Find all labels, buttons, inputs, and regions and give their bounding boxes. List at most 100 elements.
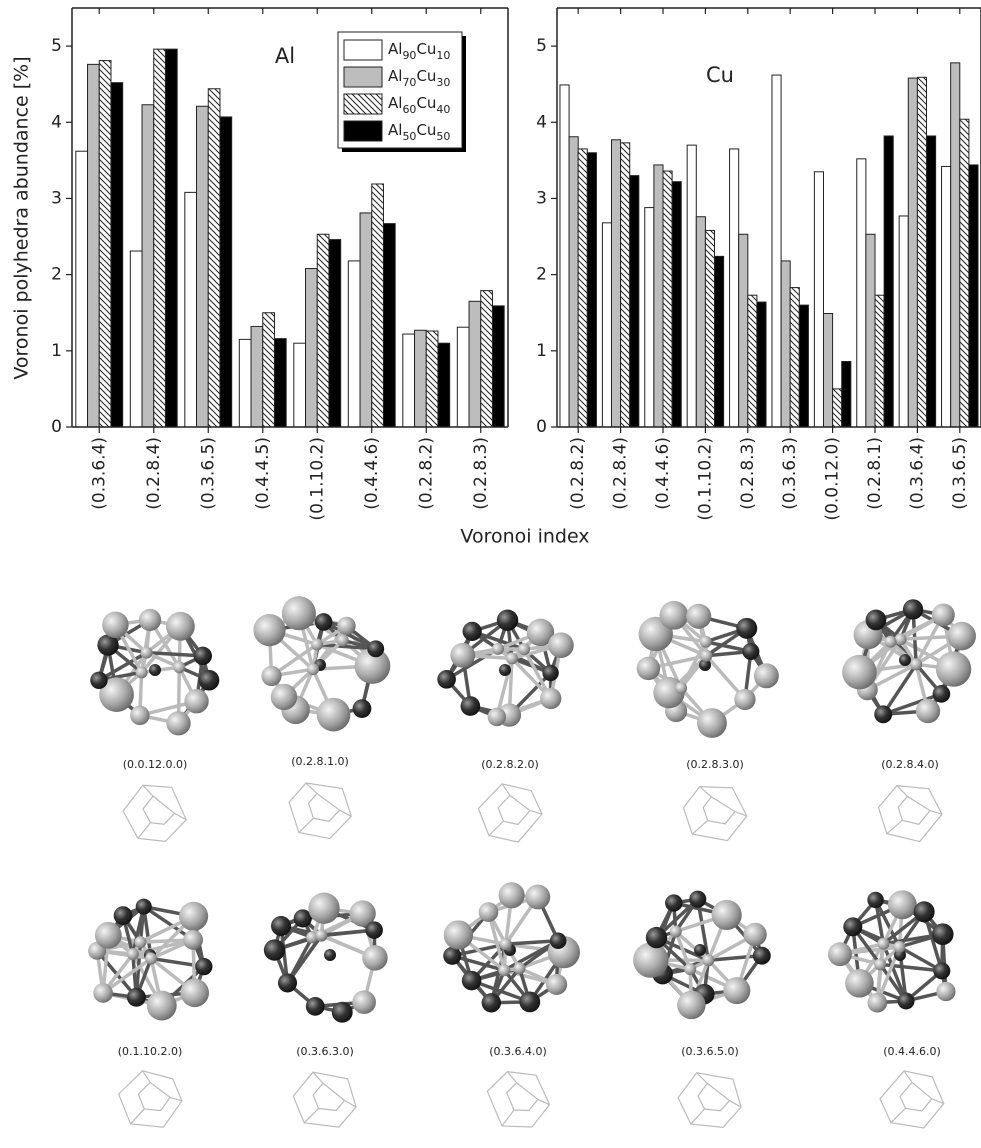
atom — [270, 683, 298, 711]
y-tick-label: 0 — [536, 417, 547, 437]
y-tick-label: 5 — [536, 36, 547, 56]
x-tick-label: (0.4.4.6) — [653, 437, 673, 510]
y-tick-label: 5 — [51, 36, 62, 56]
atom — [699, 635, 712, 648]
atom — [910, 658, 923, 671]
atom — [867, 891, 884, 909]
bond — [874, 899, 901, 948]
atom — [902, 599, 924, 620]
atom — [913, 901, 935, 923]
atom — [461, 970, 482, 991]
polyhedron — [437, 609, 574, 727]
atom — [354, 648, 391, 684]
polyhedron — [90, 608, 220, 736]
polyhedron-label: (0.2.8.2.0) — [481, 758, 539, 771]
atom — [437, 670, 456, 689]
wireframe — [697, 1082, 731, 1112]
bond — [486, 911, 507, 971]
wireframe — [486, 1071, 551, 1128]
atom — [450, 642, 476, 668]
bar — [468, 300, 482, 428]
bond — [674, 930, 692, 970]
atom — [308, 892, 340, 924]
bond — [679, 640, 708, 689]
bar — [629, 175, 640, 428]
center-atom — [149, 664, 161, 676]
atom — [481, 993, 502, 1013]
atom — [496, 609, 519, 631]
bar — [305, 268, 318, 428]
atom — [540, 687, 562, 710]
atom — [102, 611, 129, 639]
wireframe — [142, 784, 154, 797]
atom — [99, 677, 134, 712]
wireframe — [505, 1082, 539, 1112]
wireframe — [497, 794, 531, 826]
wireframe — [339, 809, 352, 817]
atom — [736, 617, 758, 639]
bar — [196, 105, 209, 428]
atom — [277, 973, 298, 993]
bar — [714, 255, 725, 428]
atom — [179, 901, 209, 931]
atom — [933, 962, 951, 980]
atom — [314, 613, 333, 631]
wireframe — [307, 792, 341, 822]
polyhedron — [828, 890, 956, 1013]
atom — [689, 890, 707, 908]
atom — [134, 936, 147, 949]
bar — [747, 294, 758, 428]
legend-swatch — [343, 93, 383, 115]
bond — [321, 928, 375, 937]
polyhedron — [443, 882, 581, 1013]
wireframe — [169, 1096, 183, 1102]
center-atom — [899, 654, 911, 666]
bar — [738, 233, 749, 428]
bar — [662, 170, 673, 428]
legend-swatch — [343, 39, 383, 61]
center-atom — [324, 949, 336, 961]
bar — [907, 77, 918, 428]
atom — [843, 917, 863, 937]
atom — [526, 618, 555, 647]
bar — [110, 82, 124, 428]
atom — [90, 671, 108, 690]
atom — [315, 929, 328, 942]
atom — [884, 635, 897, 648]
bond — [322, 620, 377, 651]
wireframe — [298, 817, 314, 833]
atom — [113, 906, 133, 925]
wireframe — [897, 795, 931, 825]
atom — [548, 632, 574, 659]
atom — [669, 925, 682, 938]
bar — [359, 212, 373, 428]
atom — [460, 696, 481, 716]
wireframe — [174, 812, 187, 821]
atom — [337, 616, 356, 636]
center-atom — [499, 664, 511, 676]
x-tick-label: (0.2.8.3) — [471, 437, 491, 510]
bar — [425, 330, 439, 428]
atom — [478, 902, 499, 922]
bar — [568, 136, 579, 428]
bar — [559, 84, 570, 428]
bar — [219, 116, 233, 428]
atom — [183, 929, 203, 950]
atom — [549, 932, 567, 950]
bar — [941, 165, 952, 428]
bar — [865, 233, 876, 428]
atom — [93, 983, 113, 1003]
bar — [950, 62, 961, 428]
bar — [98, 60, 112, 428]
bond — [882, 692, 942, 716]
atom — [845, 968, 874, 998]
atom — [874, 705, 893, 724]
atom — [145, 952, 158, 965]
wireframe — [702, 796, 736, 825]
bar — [671, 181, 682, 428]
bar — [586, 152, 597, 428]
atom — [711, 899, 742, 931]
atom — [935, 651, 972, 687]
atom — [752, 946, 771, 965]
bar — [789, 287, 800, 428]
